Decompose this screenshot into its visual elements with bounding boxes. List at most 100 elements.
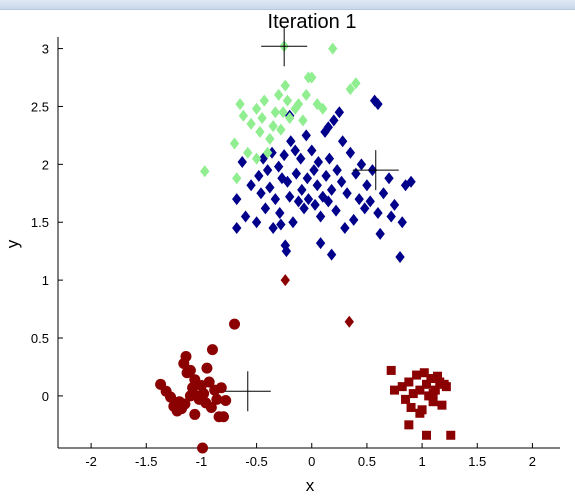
centroids	[224, 26, 399, 412]
data-point-diamond	[386, 210, 396, 223]
x-tick-label: 0.5	[358, 454, 376, 469]
data-point-square	[415, 408, 425, 418]
data-point-square	[428, 397, 438, 407]
data-point-circle	[206, 344, 218, 356]
data-point-diamond	[336, 175, 347, 188]
data-point-diamond	[256, 187, 266, 200]
data-point-diamond	[285, 112, 295, 125]
data-point-circle	[220, 395, 232, 407]
data-point-diamond	[232, 222, 242, 235]
y-tick-label: 3	[42, 42, 49, 57]
data-point-diamond	[375, 227, 385, 240]
x-tick-label: 0	[308, 454, 315, 469]
data-point-diamond	[286, 135, 296, 148]
data-point-circle	[211, 393, 223, 405]
data-point-diamond	[232, 193, 242, 206]
y-axis-label: y	[3, 239, 22, 248]
y-tick-label: 2.5	[31, 99, 49, 114]
data-point-diamond	[280, 79, 290, 92]
data-point-diamond	[254, 169, 264, 182]
data-point-circle	[205, 401, 217, 413]
data-point-diamond	[318, 102, 328, 115]
data-point-square	[422, 430, 432, 440]
data-point-square	[428, 389, 438, 399]
data-point-diamond	[323, 121, 333, 134]
x-tick-label: -1.5	[135, 454, 157, 469]
data-point-circle	[189, 374, 201, 386]
data-point-circle	[197, 442, 209, 454]
data-point-square	[426, 374, 436, 384]
data-point-diamond	[257, 112, 267, 125]
data-point-diamond	[240, 210, 251, 223]
data-point-circle	[201, 362, 213, 374]
data-point-diamond	[280, 274, 290, 287]
y-tick-label: 2	[42, 157, 49, 172]
data-point-diamond	[389, 198, 400, 211]
window-title-bar	[0, 0, 575, 10]
data-point-diamond	[246, 117, 256, 130]
data-point-diamond	[291, 167, 301, 180]
data-point-diamond	[331, 204, 341, 217]
data-point-square	[433, 371, 443, 381]
data-point-square	[404, 420, 414, 430]
data-point-diamond	[270, 106, 281, 119]
data-point-diamond	[273, 88, 284, 101]
data-point-circle	[229, 318, 241, 330]
data-point-diamond	[328, 42, 338, 55]
data-point-diamond	[323, 195, 333, 208]
data-point-diamond	[282, 94, 293, 107]
data-point-diamond	[326, 248, 337, 261]
data-point-diamond	[362, 179, 372, 192]
data-point-diamond	[342, 187, 352, 200]
data-point-square	[408, 389, 418, 399]
x-tick-label: 1	[418, 454, 425, 469]
data-point-square	[437, 400, 447, 410]
data-point-diamond	[303, 193, 314, 206]
data-point-square	[441, 382, 451, 392]
data-point-diamond	[345, 83, 356, 96]
data-point-diamond	[313, 156, 324, 169]
x-tick-label: -2	[85, 454, 97, 469]
data-point-square	[397, 382, 407, 392]
data-point-diamond	[334, 106, 345, 119]
data-point-diamond	[255, 125, 265, 138]
data-point-square	[406, 402, 416, 412]
data-point-diamond	[315, 237, 326, 250]
data-point-diamond	[354, 193, 364, 206]
data-point-diamond	[349, 213, 359, 226]
data-point-diamond	[400, 179, 411, 192]
data-point-diamond	[251, 216, 262, 229]
data-point-diamond	[397, 216, 407, 229]
data-point-diamond	[318, 190, 328, 203]
data-point-diamond	[356, 158, 367, 171]
data-point-diamond	[297, 183, 307, 196]
y-tick-label: 0	[42, 389, 49, 404]
data-point-circle	[184, 364, 196, 376]
data-point-circle	[198, 388, 210, 400]
data-point-diamond	[360, 202, 370, 215]
data-point-diamond	[200, 165, 210, 178]
data-point-diamond	[326, 183, 337, 196]
x-tick-label: -1	[196, 454, 208, 469]
data-point-diamond	[268, 222, 278, 235]
data-point-diamond	[312, 179, 322, 192]
data-point-diamond	[273, 160, 284, 173]
data-point-diamond	[296, 152, 306, 165]
data-point-diamond	[260, 202, 271, 215]
x-tick-label: 2	[529, 454, 536, 469]
data-point-diamond	[265, 181, 275, 194]
data-point-diamond	[298, 114, 308, 127]
data-point-diamond	[351, 77, 361, 90]
y-tick-label: 1.5	[31, 215, 49, 230]
data-point-diamond	[378, 187, 389, 200]
data-point-diamond	[238, 109, 249, 122]
data-point-diamond	[285, 190, 295, 203]
data-point-diamond	[293, 98, 304, 111]
data-point-diamond	[309, 164, 319, 177]
data-point-diamond	[302, 172, 313, 185]
data-point-diamond	[406, 175, 416, 188]
data-point-diamond	[373, 98, 383, 111]
x-tick-label: 1.5	[468, 454, 486, 469]
data-point-diamond	[279, 149, 289, 162]
data-point-diamond	[301, 129, 311, 142]
